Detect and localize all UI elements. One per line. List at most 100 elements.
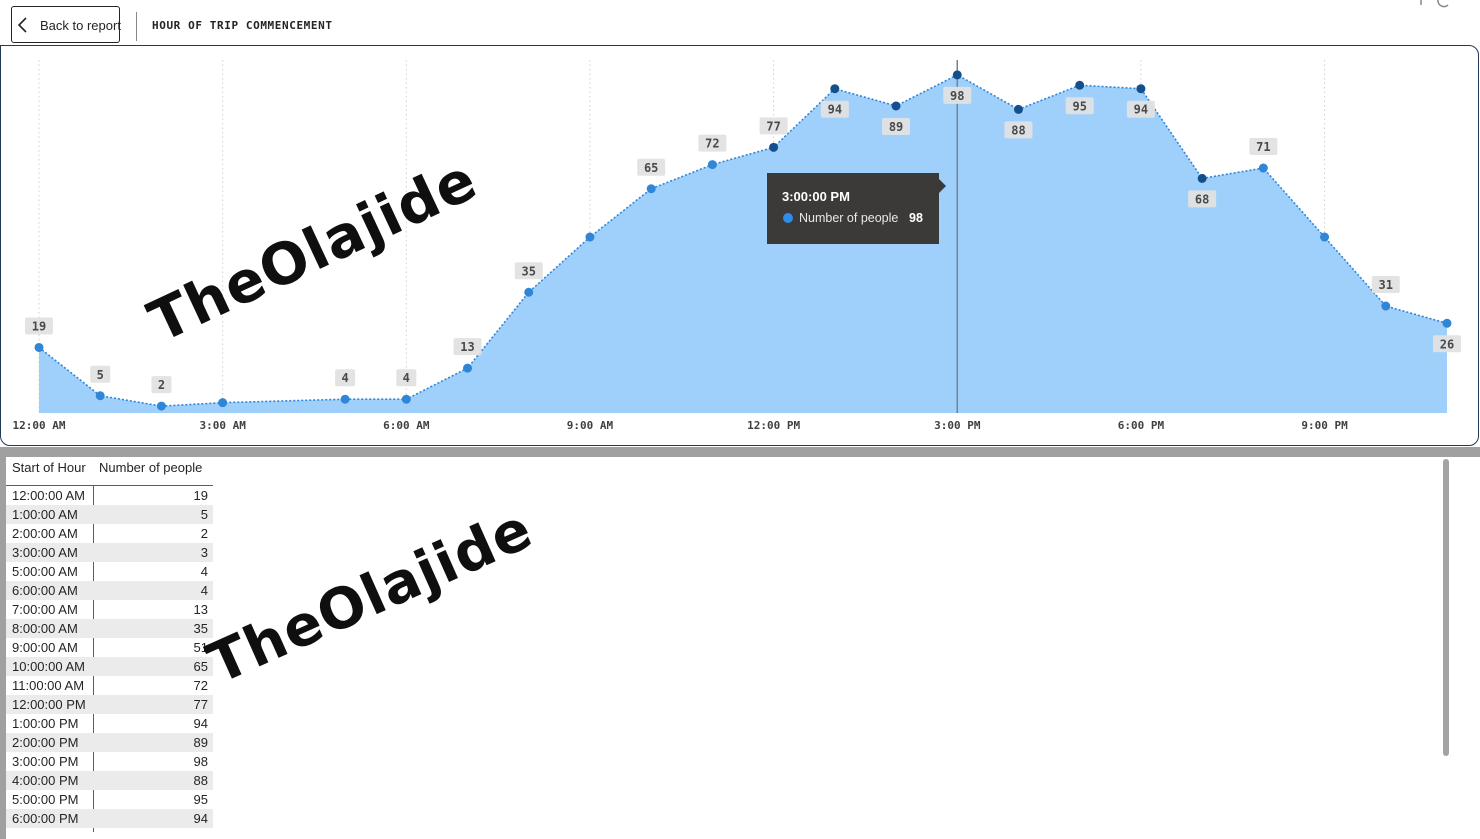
data-label-box [1065, 97, 1094, 115]
data-label: 35 [522, 264, 536, 278]
data-point[interactable] [1136, 84, 1146, 94]
table-row[interactable]: 2:00:00 PM 89 [6, 733, 213, 752]
data-point[interactable] [952, 70, 962, 80]
cell-start-of-hour: 5:00:00 AM [12, 564, 78, 579]
cell-start-of-hour: 1:00:00 AM [12, 507, 78, 522]
data-label-box [514, 262, 543, 280]
x-tick-label: 6:00 PM [1118, 419, 1165, 432]
column-header-start-of-hour[interactable]: Start of Hour [12, 460, 86, 475]
tooltip-value: 98 [909, 211, 923, 225]
data-label-box [1433, 335, 1461, 353]
data-label: 95 [1072, 99, 1086, 113]
data-point[interactable] [1075, 80, 1085, 90]
data-label-box [820, 100, 849, 118]
data-point[interactable] [585, 232, 595, 242]
data-label-box [882, 117, 911, 135]
table-row[interactable]: 12:00:00 AM 19 [6, 486, 213, 505]
table-row[interactable]: 10:00:00 AM 65 [6, 657, 213, 676]
data-label-box [335, 369, 356, 387]
cell-start-of-hour: 8:00:00 AM [12, 621, 78, 636]
data-point[interactable] [830, 84, 840, 94]
table-row[interactable]: 5:00:00 PM 95 [6, 790, 213, 809]
data-label-box [1126, 100, 1155, 118]
data-point[interactable] [1013, 104, 1023, 114]
table-row[interactable]: 4:00:00 PM 88 [6, 771, 213, 790]
data-point[interactable] [1320, 232, 1330, 242]
chevron-left-icon [17, 17, 27, 33]
table-row[interactable]: 6:00:00 PM 94 [6, 809, 213, 828]
top-bar: Back to report HOUR OF TRIP COMMENCEMENT [0, 0, 1480, 46]
data-label: 4 [341, 371, 348, 385]
data-label-box [698, 134, 727, 152]
vertical-scrollbar[interactable] [1443, 459, 1449, 756]
data-label: 88 [1011, 123, 1025, 137]
column-header-number-of-people[interactable]: Number of people [99, 460, 203, 475]
page-title: HOUR OF TRIP COMMENCEMENT [152, 19, 333, 32]
data-label-box [453, 338, 482, 356]
cell-number-of-people: 88 [193, 773, 208, 788]
data-label: 77 [766, 119, 780, 133]
table-row[interactable]: 3:00:00 PM 98 [6, 752, 213, 771]
data-point[interactable] [1258, 163, 1268, 173]
table-row[interactable]: 1:00:00 PM 94 [6, 714, 213, 733]
cell-number-of-people: 94 [193, 716, 208, 731]
tooltip-series-name: Number of people [799, 211, 898, 225]
hour-area-chart[interactable]: 19 5 2 4 4 13 35 65 72 77 94 89 98 88 95 94 68 71 31 26 12:0… [1, 46, 1479, 446]
table-row[interactable]: 7:00:00 AM 13 [6, 600, 213, 619]
data-label-box [1188, 190, 1217, 208]
table-row[interactable]: 9:00:00 AM 51 [6, 638, 213, 657]
data-point[interactable] [524, 287, 534, 297]
table-row[interactable]: 1:00:00 AM 5 [6, 505, 213, 524]
cell-number-of-people: 35 [193, 621, 208, 636]
tooltip-time: 3:00:00 PM [782, 189, 850, 204]
tooltip-box [767, 173, 939, 244]
table-row[interactable]: 8:00:00 AM 35 [6, 619, 213, 638]
x-tick-label: 9:00 PM [1301, 419, 1348, 432]
data-label: 98 [950, 89, 964, 103]
data-point[interactable] [340, 394, 350, 404]
area-chart-visual[interactable]: 19 5 2 4 4 13 35 65 72 77 94 89 98 88 95 94 68 71 31 26 12:0… [0, 45, 1479, 446]
data-point[interactable] [707, 160, 717, 170]
data-point[interactable] [1381, 301, 1391, 311]
table-row[interactable]: 11:00:00 AM 72 [6, 676, 213, 695]
cell-start-of-hour: 2:00:00 PM [12, 735, 79, 750]
data-label: 26 [1440, 337, 1454, 351]
back-to-report-button[interactable]: Back to report [11, 6, 121, 43]
cell-start-of-hour: 12:00:00 PM [12, 697, 86, 712]
data-label: 2 [158, 378, 165, 392]
data-point[interactable] [769, 142, 779, 152]
data-point[interactable] [156, 401, 166, 411]
data-point[interactable] [463, 363, 473, 373]
data-point[interactable] [95, 391, 105, 401]
data-point[interactable] [646, 184, 656, 194]
data-label-box [943, 86, 972, 104]
watermark-text: TheOlajide [139, 147, 487, 356]
cell-start-of-hour: 6:00:00 AM [12, 583, 78, 598]
tooltip-pointer [939, 179, 946, 193]
table-row[interactable]: 5:00:00 AM 4 [6, 562, 213, 581]
data-point[interactable] [891, 101, 901, 111]
table-row[interactable]: 2:00:00 AM 2 [6, 524, 213, 543]
data-point[interactable] [1197, 173, 1207, 183]
data-label: 19 [32, 319, 46, 333]
table-row[interactable]: 6:00:00 AM 4 [6, 581, 213, 600]
data-point[interactable] [401, 394, 411, 404]
data-label-box [1371, 276, 1400, 294]
table-row[interactable]: 3:00:00 AM 3 [6, 543, 213, 562]
more-options-icon[interactable] [1410, 0, 1450, 8]
cell-number-of-people: 2 [200, 526, 208, 541]
cell-number-of-people: 89 [193, 735, 208, 750]
table-left-edge [0, 457, 6, 839]
x-tick-label: 6:00 AM [383, 419, 430, 432]
legend-dot-icon [783, 213, 793, 223]
cell-number-of-people: 4 [200, 564, 208, 579]
cell-start-of-hour: 2:00:00 AM [12, 526, 78, 541]
data-label: 89 [889, 120, 903, 134]
table-row[interactable]: 12:00:00 PM 77 [6, 695, 213, 714]
data-point[interactable] [218, 398, 228, 408]
cell-start-of-hour: 1:00:00 PM [12, 716, 79, 731]
data-label: 94 [828, 103, 842, 117]
data-point[interactable] [1442, 318, 1452, 328]
data-point[interactable] [34, 342, 44, 352]
cell-number-of-people: 3 [200, 545, 208, 560]
